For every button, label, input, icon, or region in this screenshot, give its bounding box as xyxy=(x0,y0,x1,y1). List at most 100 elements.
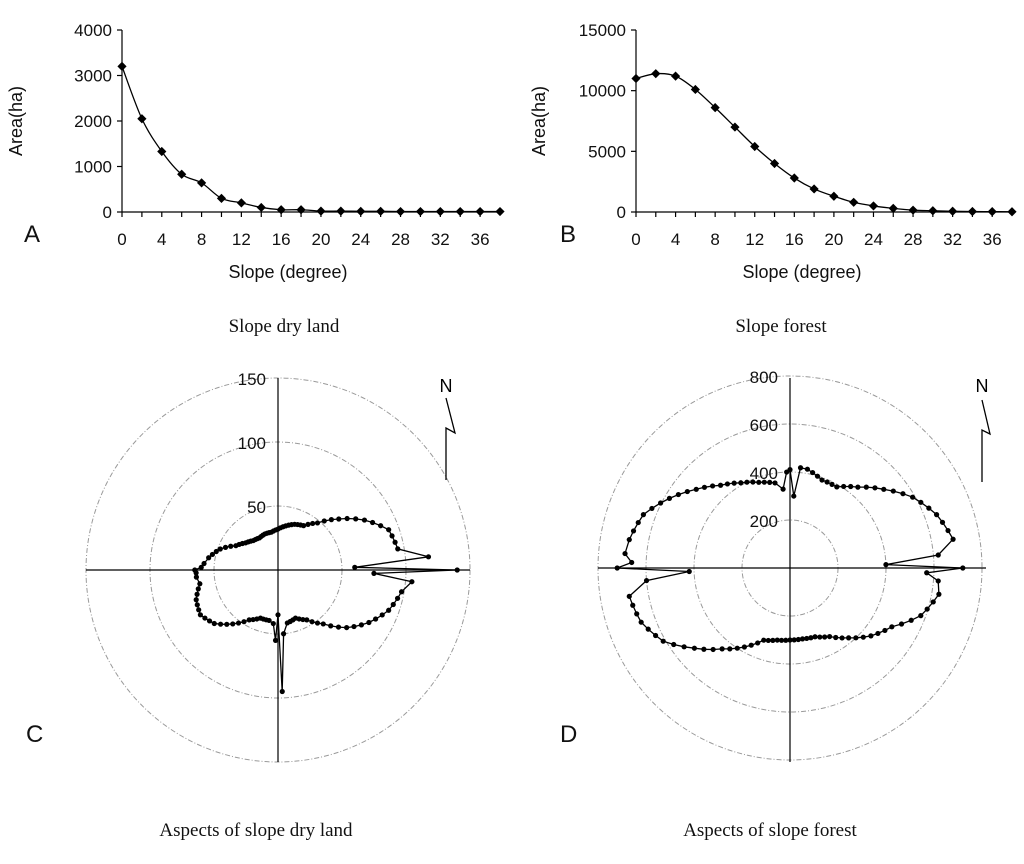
panel-b-x-tick-label: 12 xyxy=(745,230,764,249)
panel-d-data-point xyxy=(784,469,790,475)
panel-c-data-point xyxy=(398,589,405,595)
panel-d-data-point xyxy=(834,484,840,490)
panel-c-caption: Aspects of slope dry land xyxy=(159,820,353,841)
panel-c-data-point xyxy=(328,517,334,523)
panel-a-x-tick-label: 0 xyxy=(117,230,126,249)
panel-d-data-point xyxy=(767,479,773,485)
panel-d-data-point xyxy=(910,494,916,500)
panel-b-x-tick-label: 4 xyxy=(671,230,680,249)
panel-d-data-point xyxy=(770,637,776,643)
panel-c-data-point xyxy=(241,619,247,625)
panel-d-data-point xyxy=(756,479,762,485)
panel-c-data-point xyxy=(198,564,204,570)
panel-c-data-point xyxy=(320,621,326,627)
panel-a-y-tick-label: 4000 xyxy=(74,21,112,40)
panel-a-data-point xyxy=(376,206,386,216)
panel-d-data-point xyxy=(939,519,946,525)
panel-c-data-point xyxy=(196,607,202,613)
panel-c-data-point xyxy=(209,551,216,558)
panel-d-data-point xyxy=(791,493,797,499)
panel-b-data-point xyxy=(888,203,898,213)
panel-c-data-point xyxy=(222,544,229,550)
panel-c-data-point xyxy=(378,523,384,529)
north-arrow-icon xyxy=(445,397,457,480)
panel-d-data-point xyxy=(882,627,888,634)
panel-d-data-point xyxy=(626,593,632,599)
panel-c-data-point xyxy=(386,607,392,613)
panel-d-data-point xyxy=(833,634,839,641)
panel-d-data-point xyxy=(652,632,659,639)
panel-d-data-point xyxy=(817,634,823,640)
panel-c-data-point xyxy=(310,520,316,527)
panel-d-data-point xyxy=(691,645,697,651)
panel-d-data-point xyxy=(709,483,716,489)
panel-d-data-point xyxy=(810,469,816,476)
panel-c-north-label: N xyxy=(440,376,453,396)
panel-d-data-point xyxy=(860,634,866,640)
panel-c-ring-label: 50 xyxy=(247,498,266,517)
panel-d-data-point xyxy=(855,484,861,490)
panel-d-data-point xyxy=(848,483,854,490)
panel-c-data-point xyxy=(217,546,223,552)
panel-d-data-point xyxy=(926,505,932,511)
panel-c-data-point xyxy=(352,564,358,570)
panel-c-data-point xyxy=(224,621,230,627)
panel-c-data-point xyxy=(213,548,219,555)
panel-d-data-point xyxy=(918,499,924,505)
panel-d-data-point xyxy=(839,635,845,641)
panel-d-data-point xyxy=(635,519,641,526)
panel-c-data-point xyxy=(235,620,242,626)
panel-a-data-point xyxy=(395,206,406,217)
panel-d-data-point xyxy=(827,633,833,640)
panel-c-data-point xyxy=(314,520,321,526)
panel-d-data-point xyxy=(950,536,956,542)
panel-c-data-point xyxy=(217,621,224,627)
panel-c-data-point xyxy=(270,620,276,627)
panel-c-ring-label: 150 xyxy=(238,370,266,389)
panel-b-slope-forest-chart: 0 5000 10000 15000 0 4 8 12 16 20 24 28 32 36 Area(h… xyxy=(529,21,1017,337)
panel-d-ring-label: 400 xyxy=(750,464,778,483)
panel-d-ring-label: 600 xyxy=(750,416,778,435)
panel-c-data-point xyxy=(353,516,359,522)
panel-a-letter: A xyxy=(24,221,40,248)
panel-d-data-point xyxy=(622,550,628,557)
panel-b-y-tick-label: 10000 xyxy=(579,82,626,101)
panel-b-data-point xyxy=(670,71,681,81)
panel-a-x-axis-label: Slope (degree) xyxy=(228,262,347,282)
panel-c-data-point xyxy=(395,546,401,552)
panel-a-data-point xyxy=(296,205,306,215)
panel-d-data-point xyxy=(791,637,797,643)
panel-a-y-tick-label: 1000 xyxy=(74,158,112,177)
panel-c-data-point xyxy=(369,519,376,526)
panel-c-data-point xyxy=(202,615,208,621)
panel-c-data-point xyxy=(425,554,432,560)
panel-d-ring-label: 200 xyxy=(750,512,778,531)
panel-c-data-point xyxy=(314,620,321,626)
panel-d-data-point xyxy=(727,646,733,652)
panel-d-data-point xyxy=(783,637,789,643)
panel-a-x-tick-label: 8 xyxy=(197,230,206,249)
panel-c-data-point xyxy=(373,616,379,622)
panel-c-data-point xyxy=(344,515,350,522)
panel-d-data-point xyxy=(822,634,828,640)
panel-c-data-point xyxy=(301,523,307,529)
panel-d-data-point xyxy=(750,479,756,485)
panel-c-data-point xyxy=(335,624,342,630)
panel-a-data-point xyxy=(236,198,246,208)
panel-d-data-point xyxy=(666,495,673,501)
panel-d-ring-label: 800 xyxy=(750,368,778,387)
panel-d-data-point xyxy=(933,512,940,518)
panel-b-y-tick-label: 15000 xyxy=(579,21,626,40)
panel-d-data-point xyxy=(741,644,748,650)
panel-c-data-point xyxy=(206,555,212,561)
panel-b-x-tick-label: 20 xyxy=(824,230,843,249)
panel-c-data-point xyxy=(392,539,398,545)
panel-c-data-point xyxy=(351,623,357,630)
panel-b-data-point xyxy=(908,205,918,215)
panel-a-data-point xyxy=(475,206,485,217)
panel-c-data-point xyxy=(371,570,377,576)
panel-d-data-point xyxy=(814,473,821,479)
panel-a-data-point xyxy=(196,178,207,188)
panel-d-data-point xyxy=(799,636,806,642)
panel-a-y-tick-label: 2000 xyxy=(74,112,112,131)
